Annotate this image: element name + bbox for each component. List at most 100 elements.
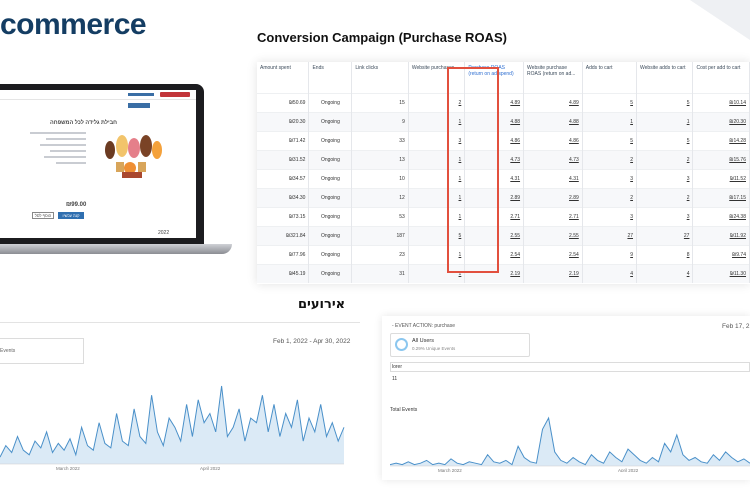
segment-ring-icon — [395, 338, 408, 351]
right-chart-axis-label: April 2022 — [618, 468, 639, 472]
table-cell: 3 — [636, 168, 694, 188]
table-cell: 4 — [636, 263, 694, 283]
table-row[interactable]: ₪31.52 Ongoing 13 1 4.73 4.73 2 2 ₪15.76 — [257, 149, 750, 169]
left-date-range[interactable]: Feb 1, 2022 - Apr 30, 2022 — [273, 338, 351, 345]
table-row[interactable]: ₪321.84 Ongoing 187 5 2.55 2.55 27 27 ₪11.92 — [257, 225, 750, 245]
laptop-base — [0, 244, 232, 254]
table-cell: 15 — [351, 92, 409, 112]
table-cell: 2.55 — [464, 225, 525, 245]
table-cell: 4.73 — [464, 149, 525, 169]
table-cell: 4.89 — [464, 92, 525, 112]
all-users-segment[interactable] — [390, 333, 530, 357]
table-cell: 5 — [636, 92, 694, 112]
table-cell: ₪34.57 — [257, 168, 310, 188]
store-footer-year: 2022 — [158, 230, 170, 236]
table-cell: 5 — [582, 92, 638, 112]
left-analytics-panel — [0, 322, 360, 480]
table-cell: ₪50.69 — [257, 92, 310, 112]
laptop-mockup: חבילת גלידה לכל המשפחה — [0, 84, 232, 256]
ice-cream-image — [100, 128, 166, 182]
table-row[interactable]: ₪34.57 Ongoing 10 1 4.31 4.31 3 3 ₪11.52 — [257, 168, 750, 188]
table-row[interactable]: ₪34.30 Ongoing 12 1 2.89 2.89 2 2 ₪17.15 — [257, 187, 750, 207]
table-cell: 3 — [636, 206, 694, 226]
table-cell: 23 — [351, 244, 409, 264]
table-row[interactable]: ₪45.19 Ongoing 31 1 2.19 2.19 4 4 ₪11.30 — [257, 263, 750, 283]
table-cell: 31 — [351, 263, 409, 283]
col-website-purchases[interactable]: Website purchases — [408, 62, 466, 93]
table-cell: 1 — [408, 244, 466, 264]
search-value: lorer — [392, 364, 403, 370]
table-cell: Ongoing — [308, 206, 353, 226]
table-cell: 5 — [408, 225, 466, 245]
events-heading: אירועים — [298, 297, 346, 312]
right-chart-line — [390, 416, 750, 466]
table-cell: 2.54 — [523, 244, 583, 264]
table-cell: ₪17.15 — [692, 187, 750, 207]
left-chart-axis-label: April 2022 — [200, 466, 221, 471]
table-cell: 2.54 — [464, 244, 525, 264]
table-cell: 3 — [582, 206, 638, 226]
table-cell: 5 — [636, 130, 694, 150]
left-segment-card[interactable] — [0, 338, 84, 364]
table-cell: 4.73 — [523, 149, 583, 169]
table-cell: 1 — [408, 111, 466, 131]
table-row[interactable]: ₪77.96 Ongoing 23 1 2.54 2.54 9 8 ₪9.74 — [257, 244, 750, 264]
table-cell: Ongoing — [308, 168, 353, 188]
col-website-adds-to-cart[interactable]: Website adds to cart — [636, 62, 694, 93]
event-action-filter[interactable]: - EVENT ACTION: purchase — [392, 323, 455, 329]
table-row[interactable]: ₪50.69 Ongoing 15 2 4.89 4.89 5 5 ₪10.14 — [257, 92, 750, 112]
table-cell: ₪15.76 — [692, 149, 750, 169]
all-users-sub: 0.29% Unique Events — [412, 346, 456, 351]
table-cell: ₪10.14 — [692, 92, 750, 112]
table-cell: 2.89 — [464, 187, 525, 207]
col-cost-per-add[interactable]: Cost per add to cart — [692, 62, 750, 93]
laptop-screen: חבילת גלידה לכל המשפחה — [0, 84, 204, 244]
col-amount-spent[interactable]: Amount spent — [257, 62, 310, 93]
buy-now-button[interactable]: קנה עכשיו — [58, 212, 84, 219]
table-cell: 4.88 — [523, 111, 583, 131]
col-ends[interactable]: Ends — [308, 62, 353, 93]
left-chart-line — [0, 385, 345, 458]
table-row[interactable]: ₪20.30 Ongoing 9 1 4.88 4.88 1 1 ₪20.30 — [257, 111, 750, 131]
right-chart-area — [390, 418, 750, 466]
col-website-purchase-roas[interactable]: Website purchase ROAS (return on ad... — [523, 62, 583, 93]
right-events-chart: March 2022 April 2022 — [390, 416, 750, 472]
table-cell: ₪71.42 — [257, 130, 310, 150]
table-cell: ₪14.28 — [692, 130, 750, 150]
col-link-clicks[interactable]: Link clicks — [351, 62, 409, 93]
table-cell: Ongoing — [308, 263, 353, 283]
table-cell: 9 — [351, 111, 409, 131]
table-cell: 2 — [636, 187, 694, 207]
table-cell: 2 — [408, 92, 466, 112]
table-cell: ₪9.74 — [692, 244, 750, 264]
table-cell: 27 — [636, 225, 694, 245]
add-to-cart-button[interactable]: הוסף לסל — [32, 212, 54, 219]
row-value: 11 — [392, 376, 398, 382]
right-date-range[interactable]: Feb 17, 2 — [722, 323, 750, 330]
table-cell: 4.31 — [523, 168, 583, 188]
table-cell: ₪34.30 — [257, 187, 310, 207]
table-cell: 1 — [636, 111, 694, 131]
table-cell: 13 — [351, 149, 409, 169]
table-row[interactable]: ₪73.15 Ongoing 53 1 2.71 2.71 3 3 ₪24.38 — [257, 206, 750, 226]
table-row[interactable]: ₪71.42 Ongoing 33 3 4.86 4.86 5 5 ₪14.28 — [257, 130, 750, 150]
store-banner — [128, 103, 150, 108]
table-cell: ₪77.96 — [257, 244, 310, 264]
table-cell: 2.19 — [464, 263, 525, 283]
search-input[interactable] — [390, 362, 750, 372]
left-chart-area — [0, 386, 344, 464]
table-cell: 2.71 — [523, 206, 583, 226]
table-cell: 2 — [582, 187, 638, 207]
left-segment-label: Events — [0, 348, 16, 354]
table-cell: 4.89 — [523, 92, 583, 112]
total-events-label: Total Events — [390, 407, 418, 413]
left-events-chart: March 2022 April 2022 — [0, 385, 345, 471]
store-header — [0, 90, 196, 100]
store-nav — [128, 93, 154, 96]
table-cell: 2.19 — [523, 263, 583, 283]
store-logo — [160, 92, 190, 97]
col-adds-to-cart[interactable]: Adds to cart — [582, 62, 638, 93]
table-cell: ₪11.92 — [692, 225, 750, 245]
table-cell: Ongoing — [308, 244, 353, 264]
table-cell: 10 — [351, 168, 409, 188]
